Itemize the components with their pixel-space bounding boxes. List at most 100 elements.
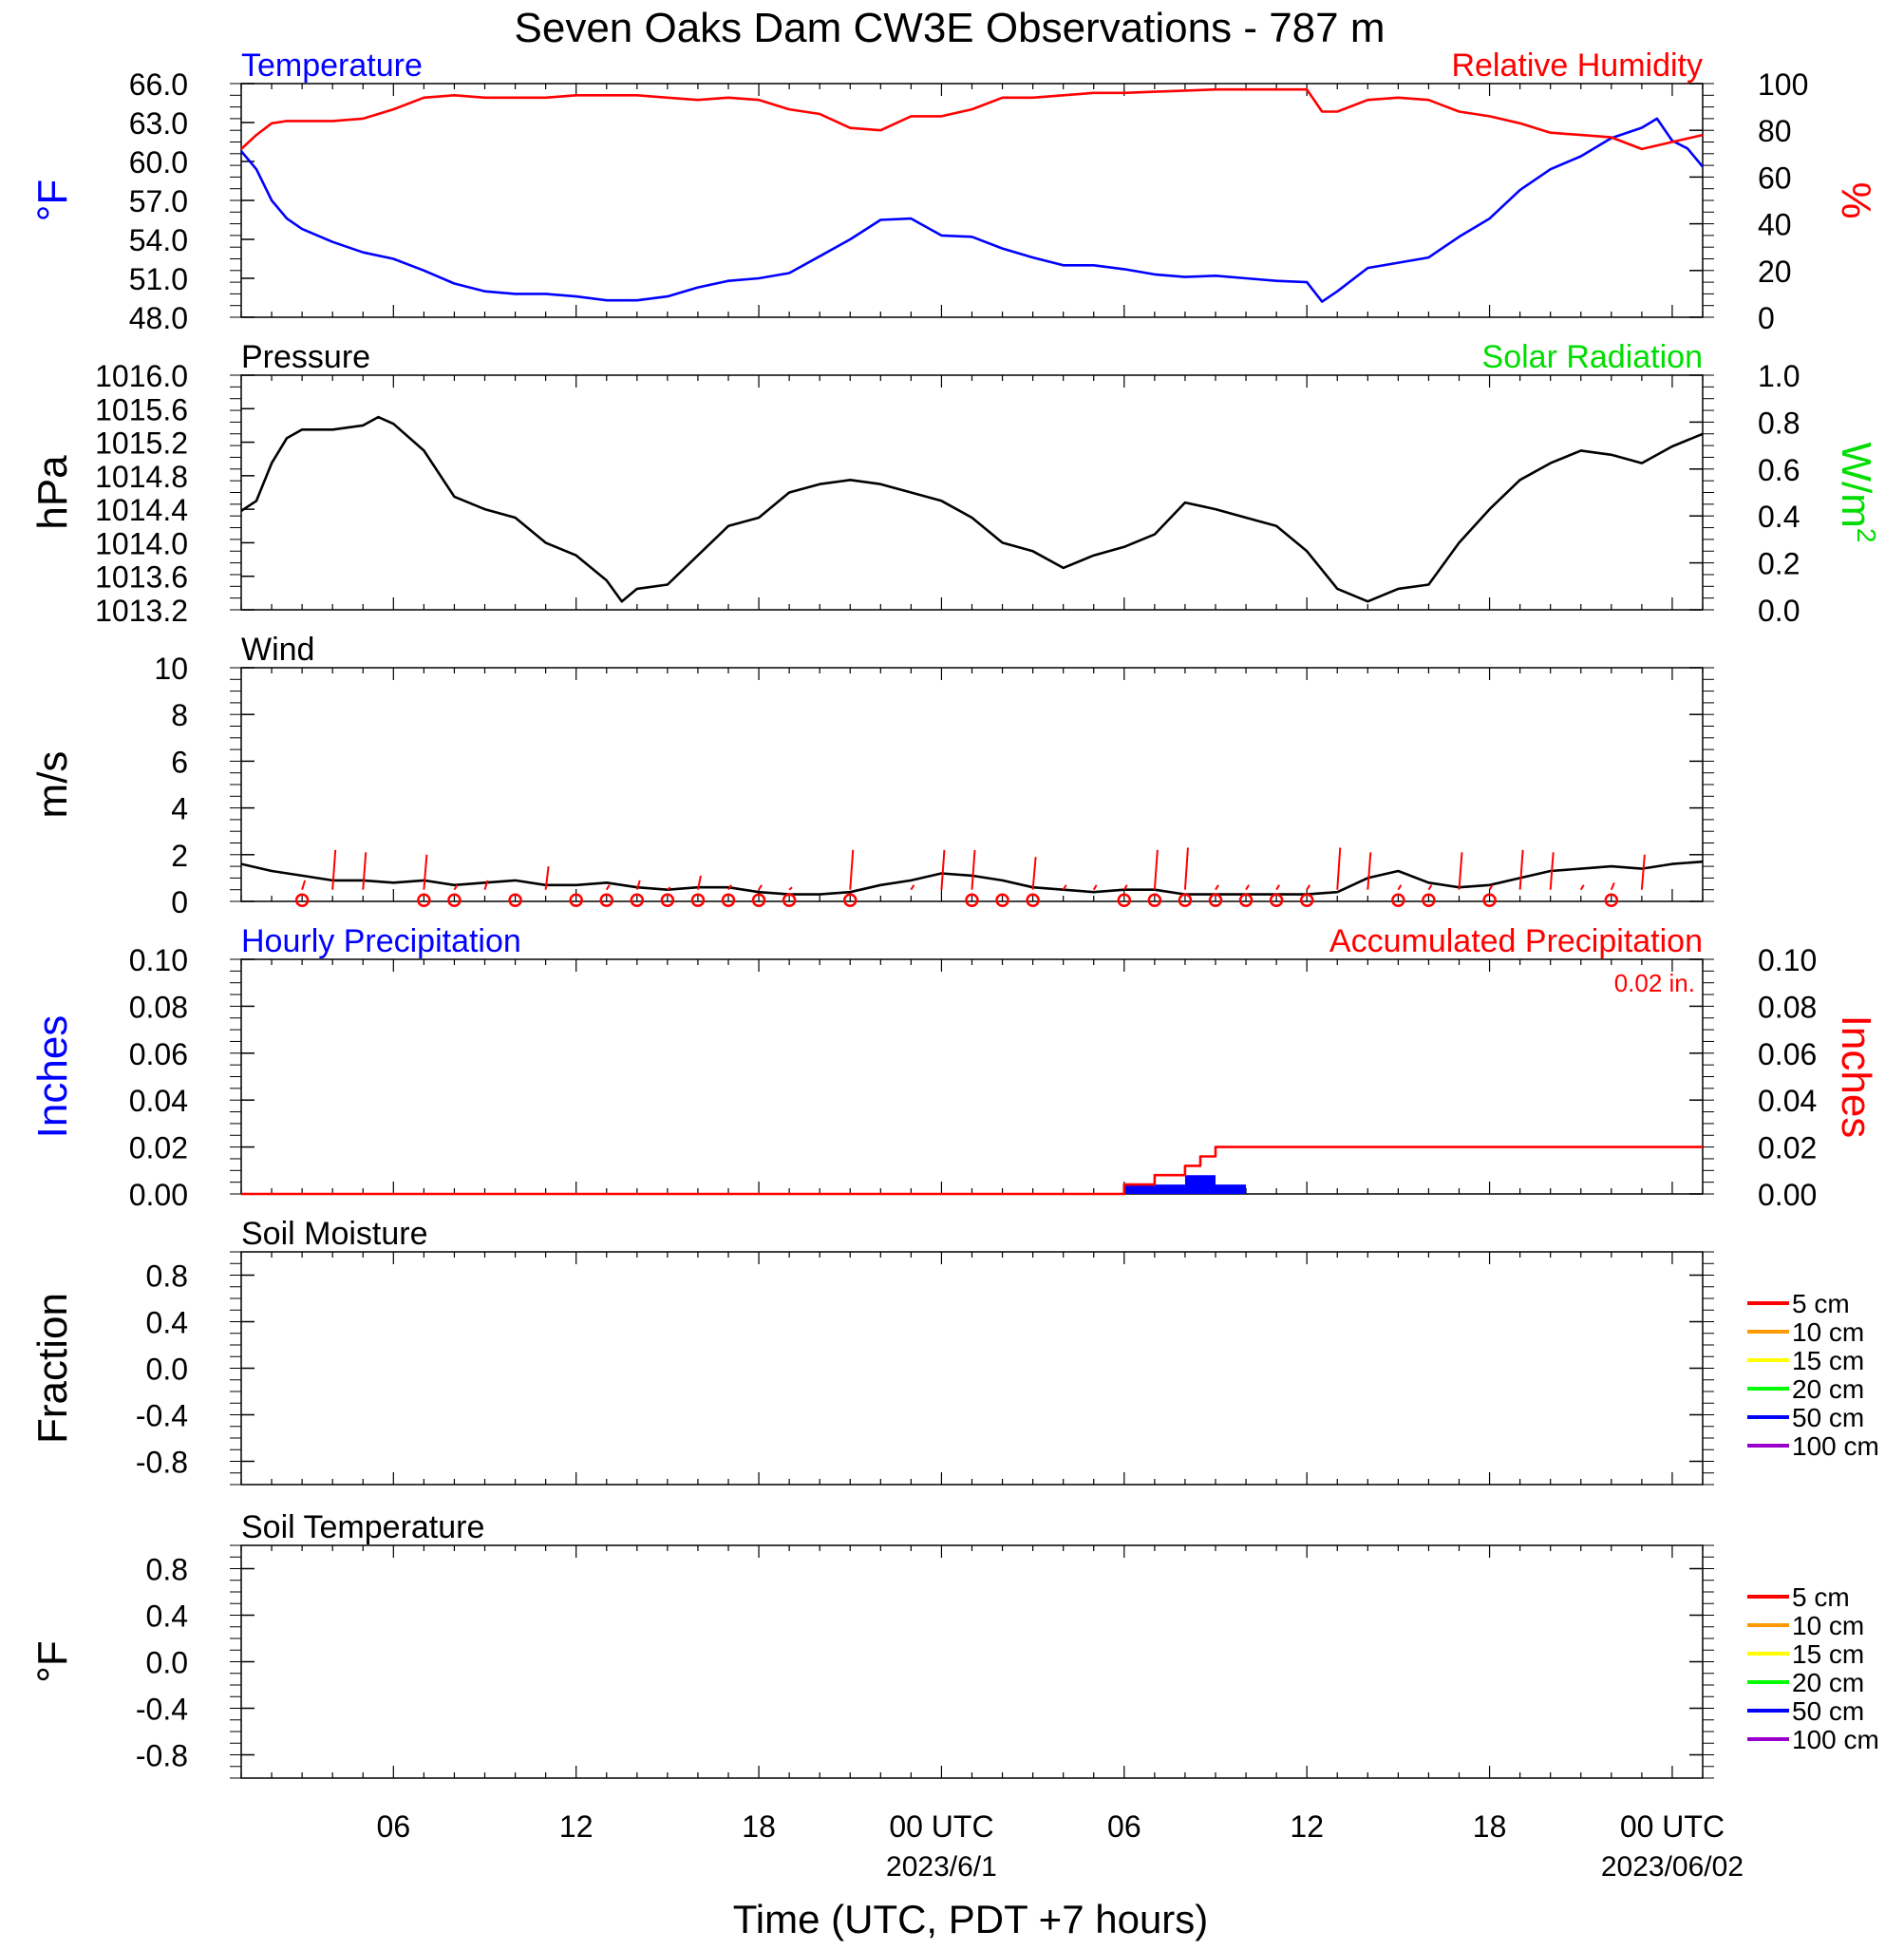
wind-barb (1458, 852, 1463, 890)
y-tick-label-left: 1016.0 (95, 359, 188, 393)
wind-barb (1275, 884, 1280, 891)
calm-wind-marker (630, 893, 645, 908)
y-axis-label-right: W/m2 (1833, 443, 1881, 543)
calm-wind-marker (294, 893, 310, 908)
y-tick-label-left: 0.04 (129, 1084, 188, 1118)
y-tick-label-left: 1015.2 (95, 426, 188, 461)
calm-wind-marker (1391, 893, 1405, 908)
y-tick-label-right: 0 (1758, 301, 1775, 335)
wind-barb (1336, 847, 1342, 890)
y-tick-label-left: -0.8 (136, 1446, 188, 1480)
y-tick-label-left: 57.0 (129, 184, 188, 218)
panel-right-title: Relative Humidity (1451, 47, 1703, 84)
calm-wind-marker (569, 893, 583, 908)
time-tick-label: 12 (559, 1809, 594, 1844)
legend-label: 10 cm (1792, 1317, 1864, 1347)
wind-barb (1031, 857, 1037, 890)
series-line-pressure (240, 415, 1704, 603)
y-tick-label-left: 1014.8 (95, 460, 188, 494)
calm-wind-marker (751, 893, 766, 908)
panel-left-title: Hourly Precipitation (241, 923, 521, 959)
y-tick-label-left: -0.4 (136, 1693, 188, 1727)
wind-barb (667, 886, 671, 891)
legend-label: 5 cm (1792, 1289, 1850, 1318)
figure-title: Seven Oaks Dam CW3E Observations - 787 m (515, 5, 1386, 51)
legend-label: 50 cm (1792, 1403, 1864, 1432)
y-tick-label-left: 2 (171, 839, 188, 873)
y-tick-label-left: 0.4 (146, 1306, 188, 1340)
wind-barb (1062, 884, 1067, 891)
calm-wind-marker (995, 893, 1009, 908)
y-tick-label-right: 1.0 (1758, 359, 1800, 393)
series-line-accumulated-precipitation (241, 1145, 1703, 1196)
y-tick-label-left: 51.0 (129, 262, 188, 296)
time-tick-label: 06 (1107, 1809, 1141, 1844)
y-tick-label-right: 0.10 (1758, 943, 1817, 977)
y-tick-label-left: 4 (171, 792, 188, 826)
calm-wind-marker (599, 893, 613, 908)
wind-barb (301, 880, 307, 890)
time-tick-label: 06 (377, 1809, 411, 1844)
time-tick-label: 18 (742, 1809, 776, 1844)
y-tick-label-right: 0.4 (1758, 500, 1800, 534)
y-tick-label-left: 0 (171, 885, 188, 919)
wind-barb (849, 849, 855, 890)
precip-bar (1154, 1184, 1185, 1194)
wind-barb (362, 852, 368, 890)
panel-left-title: Temperature (241, 47, 423, 84)
time-tick-label: 00 UTC (1620, 1809, 1725, 1844)
calm-wind-marker (1269, 893, 1284, 908)
y-tick-label-left: 0.08 (129, 990, 188, 1024)
y-axis-label-right-superscript: 2 (1852, 528, 1881, 543)
series-line-relative-humidity (240, 87, 1704, 151)
wind-barb (331, 849, 337, 890)
calm-wind-marker (1208, 893, 1223, 908)
calm-wind-marker (721, 893, 736, 908)
wind-barb (727, 884, 732, 891)
y-tick-label-right: 0.2 (1758, 547, 1800, 581)
panel-left-title: Soil Temperature (241, 1509, 484, 1545)
y-tick-label-left: 60.0 (129, 145, 188, 180)
wind-barb (971, 849, 976, 890)
calm-wind-marker (1482, 893, 1497, 908)
y-tick-label-left: -0.4 (136, 1399, 188, 1433)
legend-label: 20 cm (1792, 1374, 1864, 1404)
wind-barb (483, 880, 489, 890)
y-tick-label-right: 60 (1758, 161, 1792, 195)
calm-wind-marker (1117, 893, 1132, 908)
y-tick-label-right: 0.06 (1758, 1037, 1817, 1071)
calm-wind-marker (508, 893, 522, 908)
calm-wind-marker (1238, 893, 1254, 908)
wind-barb (544, 865, 550, 890)
y-tick-label-right: 100 (1758, 67, 1808, 102)
y-tick-label-left: 1013.2 (95, 594, 188, 628)
panel-wind: 10 8 6 4 2 0 Wind m/s (29, 632, 1714, 919)
y-tick-label-left: 0.02 (129, 1131, 188, 1165)
wind-barb (1427, 884, 1433, 891)
calm-wind-marker (782, 893, 797, 908)
y-tick-label-left: 1014.4 (95, 493, 188, 527)
date-label: 2023/06/02 (1601, 1851, 1744, 1883)
y-tick-label-right: 20 (1758, 255, 1792, 289)
wind-barb (1518, 849, 1524, 890)
wind-barb (1367, 852, 1372, 890)
legend-label: 100 cm (1792, 1431, 1879, 1461)
calm-wind-marker (660, 893, 675, 908)
wind-barb (423, 854, 428, 890)
legend-label: 10 cm (1792, 1611, 1864, 1640)
y-tick-label-left: 0.4 (146, 1600, 188, 1634)
time-tick-label: 00 UTC (889, 1809, 993, 1844)
y-tick-label-right: 0.02 (1758, 1131, 1817, 1165)
y-tick-label-left: 1013.6 (95, 560, 188, 595)
y-axis-label-left: Inches (29, 1015, 76, 1139)
wind-barb (696, 875, 702, 890)
y-tick-label-left: 0.06 (129, 1037, 188, 1071)
y-tick-label-left: 54.0 (129, 223, 188, 257)
y-tick-label-left: 10 (154, 652, 188, 686)
legend-label: 50 cm (1792, 1696, 1864, 1726)
wind-barb (788, 886, 793, 891)
wind-barb (1397, 884, 1403, 891)
y-axis-label-right: Inches (1833, 1015, 1879, 1139)
legend-label: 20 cm (1792, 1668, 1864, 1697)
